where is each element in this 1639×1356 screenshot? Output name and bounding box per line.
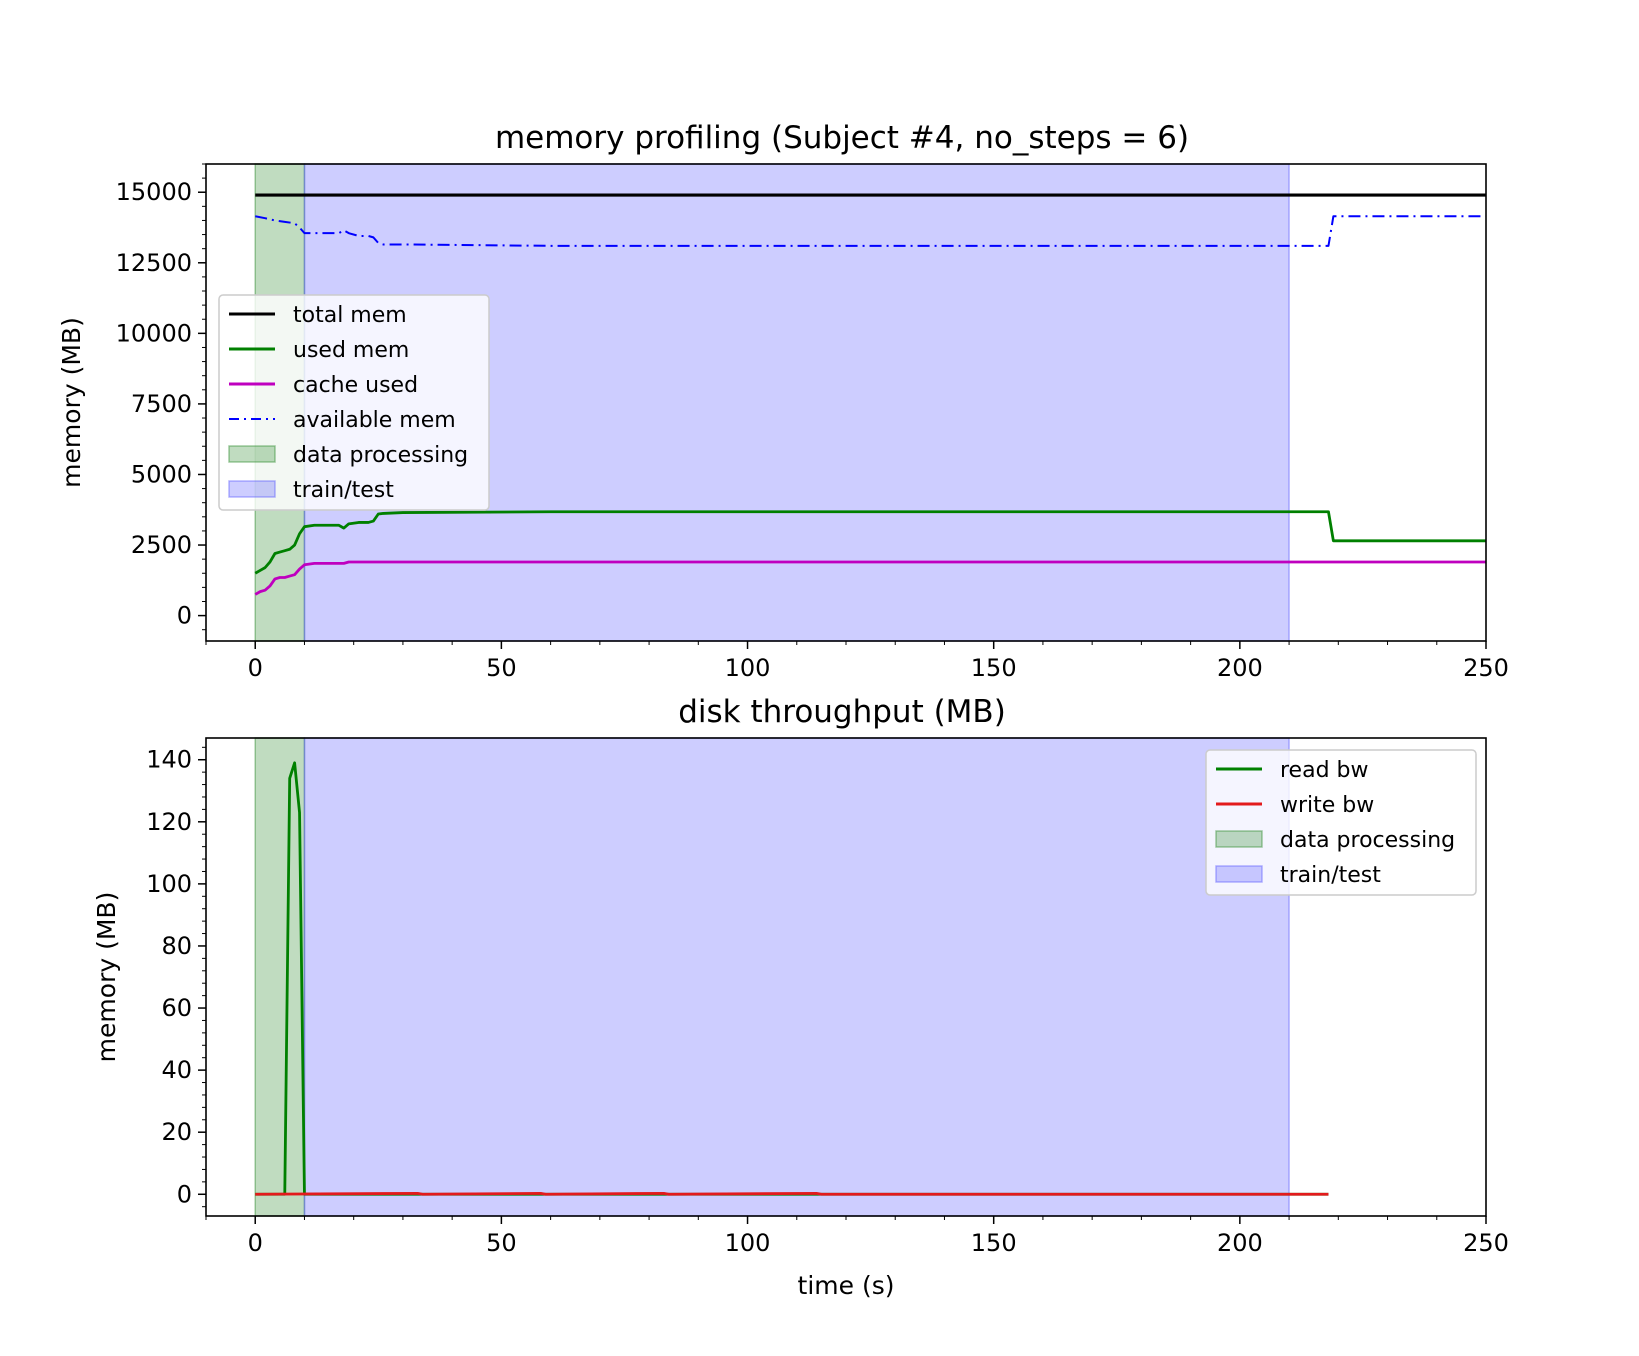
x-tick-label: 100 <box>725 1229 771 1257</box>
span-train-test <box>303 737 1290 1217</box>
y-tick-label: 7500 <box>131 390 192 418</box>
y-tick-label: 10000 <box>116 319 192 347</box>
legend-label: write bw <box>1280 793 1374 818</box>
legend-label: read bw <box>1280 758 1369 783</box>
x-tick-label: 250 <box>1463 654 1509 682</box>
legend-patch <box>1215 830 1263 848</box>
x-tick-label: 50 <box>486 654 517 682</box>
series-line-used-mem <box>254 510 1486 575</box>
y-tick-label: 20 <box>161 1118 192 1146</box>
chart-title: disk throughput (MB) <box>678 694 1006 730</box>
legend-label: data processing <box>293 443 468 468</box>
legend-label: available mem <box>293 408 456 433</box>
y-tick-label: 2500 <box>131 531 192 559</box>
span-data-processing <box>254 737 306 1217</box>
legend-patch <box>228 445 276 463</box>
y-tick-label: 0 <box>177 1180 192 1208</box>
x-tick-label: 150 <box>971 654 1017 682</box>
y-tick-label: 0 <box>177 602 192 630</box>
y-axis-label: memory (MB) <box>57 317 86 488</box>
legend-label: cache used <box>293 373 418 398</box>
legend-patch <box>228 480 276 498</box>
legend-label: train/test <box>1280 863 1381 888</box>
series-line-available-mem <box>255 215 1486 247</box>
x-tick-label: 100 <box>725 654 771 682</box>
x-tick-label: 200 <box>1217 1229 1263 1257</box>
y-tick-label: 60 <box>161 994 192 1022</box>
y-tick-label: 40 <box>161 1056 192 1084</box>
x-tick-label: 0 <box>248 654 263 682</box>
y-tick-label: 5000 <box>131 460 192 488</box>
y-tick-label: 15000 <box>116 178 192 206</box>
legend-label: train/test <box>293 478 394 503</box>
y-tick-label: 100 <box>146 870 192 898</box>
x-tick-label: 50 <box>486 1229 517 1257</box>
legend-label: data processing <box>1280 828 1455 853</box>
series-line-cache-used <box>254 560 1486 596</box>
x-tick-label: 200 <box>1217 654 1263 682</box>
legend-patch <box>1215 865 1263 883</box>
x-tick-label: 250 <box>1463 1229 1509 1257</box>
memory-profiling-chart: 0 50 100 150 200 2500250050007500100001250015… <box>57 120 1509 682</box>
disk-throughput-chart: 0 50 100 150 200 250 0 20 40 60 80 100 120 140 disk th… <box>92 694 1509 1300</box>
y-tick-label: 80 <box>161 932 192 960</box>
legend-box <box>1205 749 1477 896</box>
x-axis-label: time (s) <box>798 1271 895 1300</box>
x-tick-label: 0 <box>248 1229 263 1257</box>
legend-box <box>218 294 490 511</box>
legend-label: total mem <box>293 303 407 328</box>
y-axis-label: memory (MB) <box>92 892 121 1063</box>
series-line-write-bw <box>255 1191 1329 1196</box>
legend: read bw write bw data processing train/test <box>1205 749 1477 896</box>
y-tick-label: 140 <box>146 746 192 774</box>
x-tick-label: 150 <box>971 1229 1017 1257</box>
legend: total mem used mem cache used available mem… <box>218 294 490 511</box>
legend-label: used mem <box>293 338 409 363</box>
y-tick-label: 12500 <box>116 249 192 277</box>
y-tick-label: 120 <box>146 808 192 836</box>
chart-title: memory profiling (Subject #4, no_steps =… <box>495 120 1189 156</box>
